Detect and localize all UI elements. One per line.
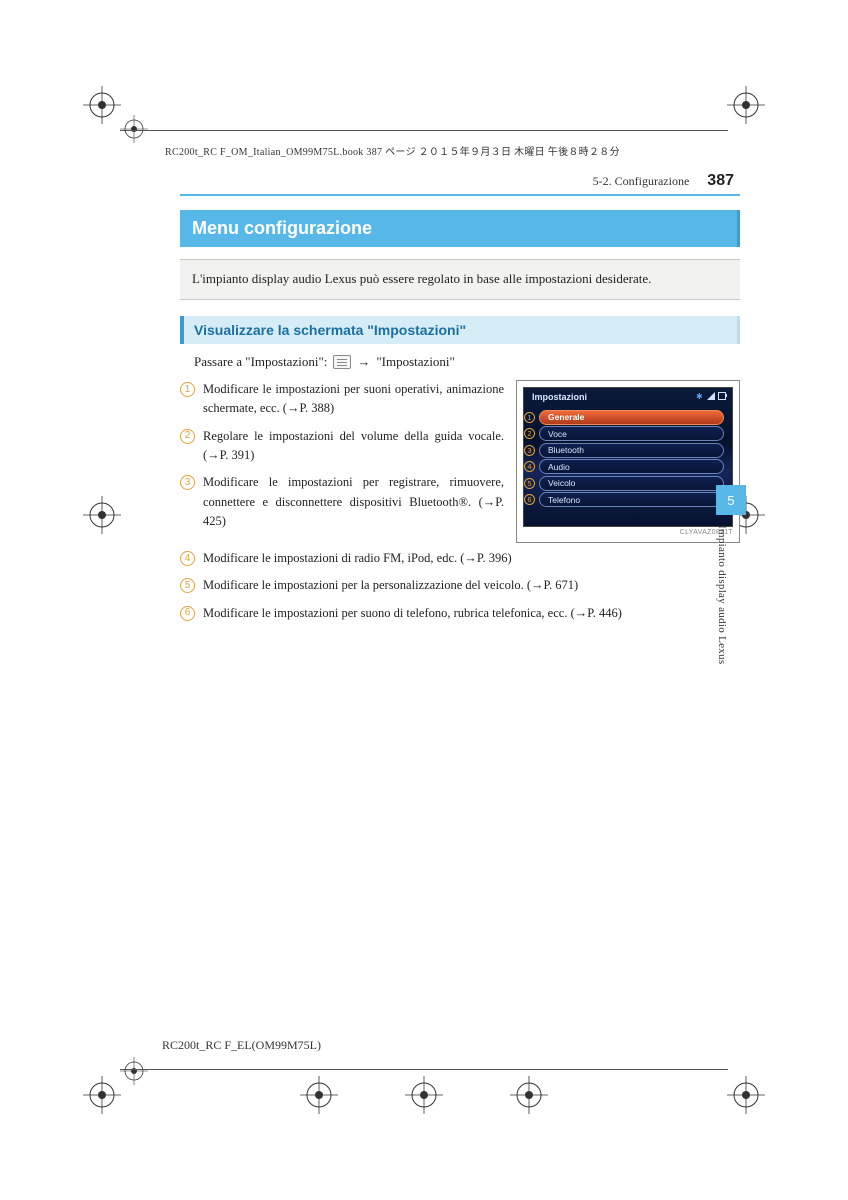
bookline-text: RC200t_RC F_OM_Italian_OM99M75L.book 387…	[165, 143, 620, 158]
callout-number-icon: 2	[524, 428, 535, 439]
screen-title: Impostazioni	[532, 392, 587, 402]
step-number-icon: 4	[180, 551, 195, 566]
callout-number-icon: 5	[524, 478, 535, 489]
callout-number-icon: 6	[524, 494, 535, 505]
page-number: 387	[707, 172, 734, 190]
page-content: 5-2. Configurazione 387 Menu configurazi…	[180, 172, 740, 631]
callout-number-icon: 4	[524, 461, 535, 472]
regmark-icon	[83, 1076, 121, 1114]
step-number-icon: 3	[180, 475, 195, 490]
regmark-icon	[83, 496, 121, 534]
regmark-icon	[120, 1057, 148, 1085]
step-number-icon: 2	[180, 429, 195, 444]
step-text: Modificare le impostazioni per suono di …	[203, 604, 740, 623]
regmark-icon	[120, 115, 148, 143]
crop-rule	[120, 1069, 728, 1070]
figure-column: Impostazioni ✱ 1Generale2Voce3Bluetooth4…	[516, 380, 740, 543]
chapter-number: 5	[716, 485, 746, 515]
manual-page: RC200t_RC F_OM_Italian_OM99M75L.book 387…	[0, 0, 848, 1200]
regmark-icon	[300, 1076, 338, 1114]
footer-id: RC200t_RC F_EL(OM99M75L)	[162, 1038, 321, 1053]
step-number-icon: 6	[180, 606, 195, 621]
step-text: Modificare le impostazioni per registrar…	[203, 473, 504, 531]
screen-menu-item: 5Veicolo	[538, 476, 724, 491]
bluetooth-icon: ✱	[696, 392, 704, 400]
lead-pre: Passare a "Impostazioni":	[194, 354, 327, 370]
chapter-side-tab: 5 Impianto display audio Lexus	[716, 485, 746, 695]
step-item: 2 Regolare le impostazioni del volume del…	[180, 427, 504, 466]
running-head: 5-2. Configurazione 387	[180, 172, 740, 196]
status-icons: ✱	[696, 392, 726, 400]
screen-menu-label: Voce	[539, 426, 724, 441]
section-label: 5-2. Configurazione	[593, 174, 690, 189]
steps-list-wide: 4 Modificare le impostazioni di radio FM,…	[180, 549, 740, 623]
step-item: 1 Modificare le impostazioni per suoni op…	[180, 380, 504, 419]
step-text: Modificare le impostazioni per la person…	[203, 576, 740, 595]
screen-menu-item: 3Bluetooth	[538, 443, 724, 458]
regmark-icon	[83, 86, 121, 124]
signal-icon	[707, 392, 715, 400]
step-text: Modificare le impostazioni per suoni ope…	[203, 380, 504, 419]
lead-post: "Impostazioni"	[376, 354, 455, 370]
screen-menu-label: Veicolo	[539, 476, 724, 491]
lead-instruction: Passare a "Impostazioni": → "Impostazion…	[194, 354, 740, 370]
step-item: 3 Modificare le impostazioni per registra…	[180, 473, 504, 531]
page-title: Menu configurazione	[180, 210, 740, 247]
arrow-icon: →	[357, 354, 370, 370]
regmark-icon	[727, 1076, 765, 1114]
screen-menu-item: 2Voce	[538, 426, 724, 441]
screen-menu-item: 4Audio	[538, 459, 724, 474]
screen-menu-label: Bluetooth	[539, 443, 724, 458]
step-text: Regolare le impostazioni del volume dell…	[203, 427, 504, 466]
step-item: 6 Modificare le impostazioni per suono di…	[180, 604, 740, 623]
subheading: Visualizzare la schermata "Impostazioni"	[180, 316, 740, 344]
step-text: Modificare le impostazioni di radio FM, …	[203, 549, 740, 568]
callout-number-icon: 3	[524, 445, 535, 456]
figure-caption: CLYAVAZ0821T	[523, 527, 733, 536]
regmark-icon	[405, 1076, 443, 1114]
regmark-icon	[510, 1076, 548, 1114]
step-number-icon: 5	[180, 578, 195, 593]
step-number-icon: 1	[180, 382, 195, 397]
chapter-label: Impianto display audio Lexus	[716, 515, 728, 695]
intro-box: L'impianto display audio Lexus può esser…	[180, 259, 740, 300]
callout-number-icon: 1	[524, 412, 535, 423]
screen-menu-label: Audio	[539, 459, 724, 474]
step-item: 5 Modificare le impostazioni per la perso…	[180, 576, 740, 595]
display-screen: Impostazioni ✱ 1Generale2Voce3Bluetooth4…	[523, 387, 733, 527]
screen-menu-label: Telefono	[539, 492, 724, 507]
screenshot-figure: Impostazioni ✱ 1Generale2Voce3Bluetooth4…	[516, 380, 740, 543]
steps-list-narrow: 1 Modificare le impostazioni per suoni op…	[180, 380, 504, 543]
screen-menu-label: Generale	[539, 410, 724, 425]
crop-rule	[120, 130, 728, 131]
screen-menu-item: 6Telefono	[538, 492, 724, 507]
step-item: 4 Modificare le impostazioni di radio FM,…	[180, 549, 740, 568]
battery-icon	[718, 392, 726, 400]
body-row: 1 Modificare le impostazioni per suoni op…	[180, 380, 740, 543]
menu-button-icon	[333, 355, 351, 369]
regmark-icon	[727, 86, 765, 124]
screen-menu-item: 1Generale	[538, 410, 724, 425]
screen-menu-list: 1Generale2Voce 3Bluetooth4Audio 5Veicolo6T…	[538, 410, 724, 509]
